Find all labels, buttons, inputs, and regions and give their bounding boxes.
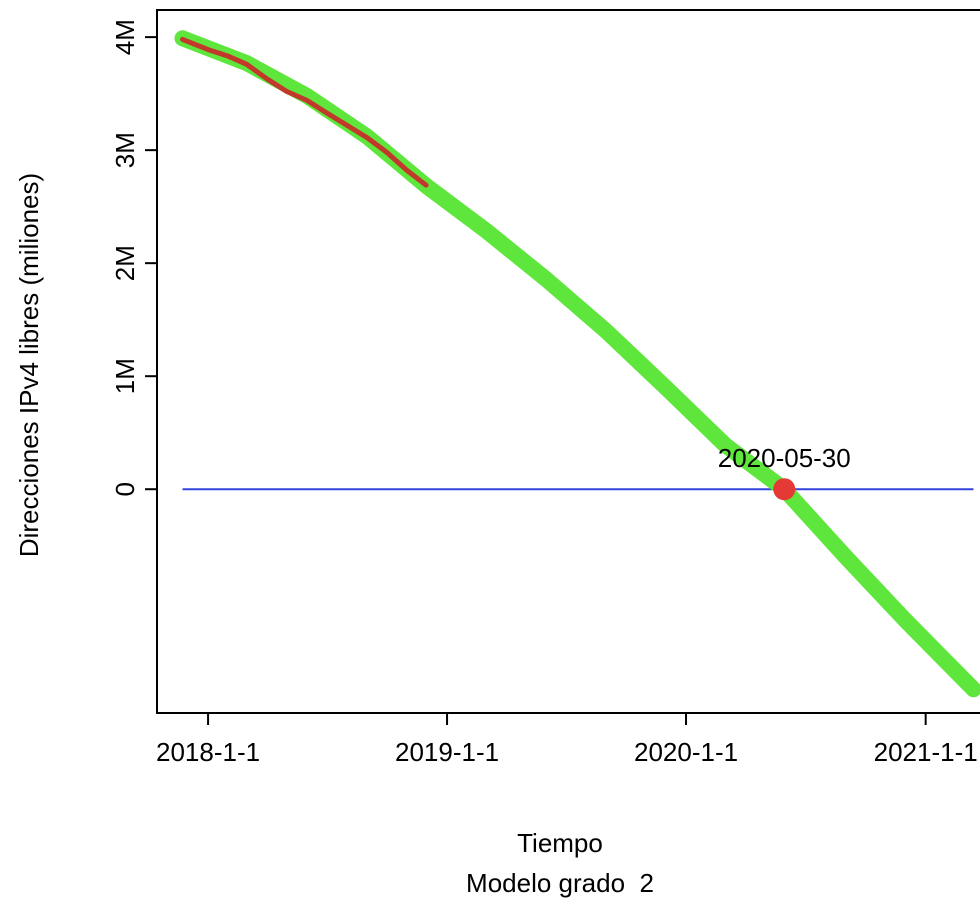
- y-tick-label: 4M: [110, 19, 140, 55]
- y-tick-label: 2M: [110, 245, 140, 281]
- x-tick-label: 2018-1-1: [156, 737, 260, 767]
- x-tick-label: 2021-1-1: [874, 737, 978, 767]
- intercept-point: [773, 478, 796, 501]
- x-tick-label: 2020-1-1: [634, 737, 738, 767]
- plot-border: [156, 9, 980, 714]
- y-axis: 0 1M 2M 3M 4M: [110, 19, 157, 496]
- x-tick-label: 2019-1-1: [395, 737, 499, 767]
- intercept-label: 2020-05-30: [718, 443, 851, 473]
- series-line-1: [174, 30, 980, 698]
- series-line-2: [180, 36, 429, 188]
- plot-frame: [156, 9, 980, 714]
- marker-group: 2020-05-30: [718, 443, 851, 501]
- series-group: [174, 30, 980, 698]
- y-tick-label: 1M: [110, 358, 140, 394]
- y-tick-label: 0: [110, 482, 140, 496]
- y-axis-title: Direcciones IPv4 libres (miliones): [14, 173, 44, 557]
- y-tick-label: 3M: [110, 132, 140, 168]
- chart-subtitle: Modelo grado 2: [466, 868, 654, 898]
- x-axis-title: Tiempo: [517, 828, 603, 858]
- x-axis: 2018-1-1 2019-1-1 2020-1-1 2021-1-1: [156, 713, 978, 767]
